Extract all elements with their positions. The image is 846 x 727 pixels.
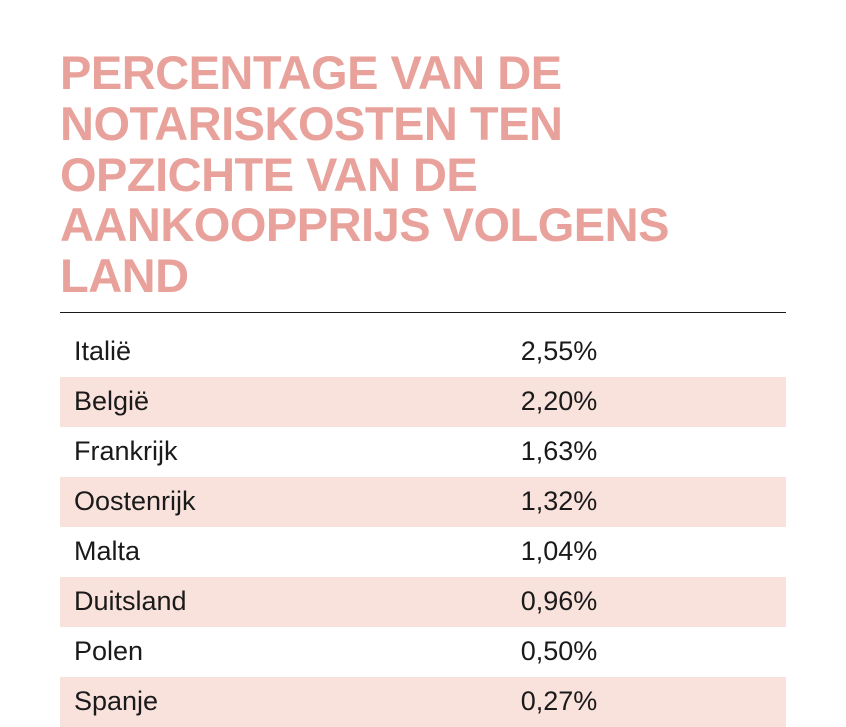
value-cell: 0,96% <box>521 586 772 617</box>
table-row: Duitsland0,96% <box>60 577 786 627</box>
table-row: Oostenrijk1,32% <box>60 477 786 527</box>
page-title: PERCENTAGE VAN DE NOTARISKOSTEN TEN OPZI… <box>60 48 786 302</box>
value-cell: 1,32% <box>521 486 772 517</box>
table-row: België2,20% <box>60 377 786 427</box>
country-cell: Polen <box>74 636 521 667</box>
table-row: Polen0,50% <box>60 627 786 677</box>
notary-cost-table: Italië2,55%België2,20%Frankrijk1,63%Oost… <box>60 327 786 727</box>
country-cell: Frankrijk <box>74 436 521 467</box>
table-row: Malta1,04% <box>60 527 786 577</box>
value-cell: 2,55% <box>521 336 772 367</box>
country-cell: Duitsland <box>74 586 521 617</box>
title-rule <box>60 312 786 313</box>
country-cell: België <box>74 386 521 417</box>
value-cell: 1,63% <box>521 436 772 467</box>
country-cell: Oostenrijk <box>74 486 521 517</box>
country-cell: Spanje <box>74 686 521 717</box>
table-row: Italië2,55% <box>60 327 786 377</box>
table-row: Spanje0,27% <box>60 677 786 727</box>
value-cell: 2,20% <box>521 386 772 417</box>
table-row: Frankrijk1,63% <box>60 427 786 477</box>
value-cell: 0,50% <box>521 636 772 667</box>
country-cell: Italië <box>74 336 521 367</box>
value-cell: 0,27% <box>521 686 772 717</box>
value-cell: 1,04% <box>521 536 772 567</box>
country-cell: Malta <box>74 536 521 567</box>
